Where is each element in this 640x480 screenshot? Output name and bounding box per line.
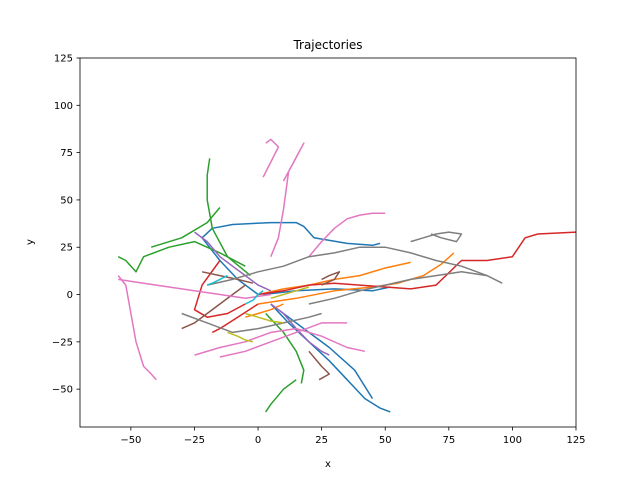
trajectory-line-20	[308, 350, 331, 381]
chart-title: Trajectories	[292, 38, 362, 52]
x-tick-label: −25	[184, 435, 205, 446]
trajectory-line-32	[227, 331, 254, 343]
x-axis-label: x	[325, 459, 331, 470]
x-tick-label: 100	[503, 435, 522, 446]
plot-frame	[79, 57, 577, 428]
trajectory-line-36	[244, 290, 264, 305]
x-tick-label: 25	[315, 435, 328, 446]
trajectory-line-31	[308, 271, 488, 305]
x-tick-label: −50	[120, 435, 141, 446]
plot-area	[117, 138, 576, 413]
trajectory-line-25	[308, 212, 386, 258]
y-tick-label: 125	[54, 54, 73, 65]
trajectory-line-16	[270, 303, 330, 356]
series-layer	[117, 138, 576, 413]
trajectory-line-7	[206, 158, 251, 277]
y-axis-label: y	[25, 239, 36, 245]
trajectory-line-2	[277, 309, 374, 399]
trajectory-line-18	[201, 271, 254, 284]
trajectory-line-17	[181, 284, 246, 330]
trajectory-line-12	[257, 231, 576, 296]
trajectory-line-19	[321, 271, 341, 286]
trajectory-line-34	[270, 286, 310, 300]
y-tick-label: 25	[60, 243, 73, 254]
trajectory-line-23	[270, 142, 305, 257]
x-tick-label: 75	[442, 435, 455, 446]
trajectory-line-26	[194, 327, 366, 356]
y-tick-label: 100	[54, 101, 73, 112]
trajectory-line-30	[181, 312, 322, 334]
y-tick-label: 0	[67, 290, 73, 301]
trajectory-line-15	[194, 231, 272, 292]
trajectory-line-14	[211, 303, 259, 334]
trajectory-line-28	[207, 246, 503, 286]
x-tick-label: 0	[255, 435, 261, 446]
trajectory-line-3	[263, 286, 391, 296]
x-axis: −50 −25 0 25 50 75 100 125	[120, 427, 586, 446]
x-tick-label: 50	[379, 435, 392, 446]
y-axis: −50 −25 0 25 50 75 100 125	[52, 54, 80, 396]
trajectory-line-29	[410, 231, 463, 243]
y-tick-label: 50	[60, 195, 73, 206]
trajectory-line-21	[118, 278, 271, 300]
trajectory-line-10	[265, 312, 305, 384]
y-tick-label: −50	[52, 385, 73, 396]
trajectory-line-11	[265, 379, 297, 413]
trajectory-line-33	[245, 312, 284, 324]
x-tick-label: 125	[566, 435, 585, 446]
y-tick-label: 75	[60, 148, 73, 159]
trajectory-line-22	[117, 275, 157, 381]
trajectory-line-27	[219, 322, 348, 358]
trajectory-line-24	[262, 138, 280, 178]
trajectory-line-9	[150, 207, 221, 248]
trajectory-line-35	[206, 274, 228, 286]
trajectory-line-13	[193, 260, 246, 318]
trajectory-line-1	[270, 303, 391, 413]
y-tick-label: −25	[52, 337, 73, 348]
